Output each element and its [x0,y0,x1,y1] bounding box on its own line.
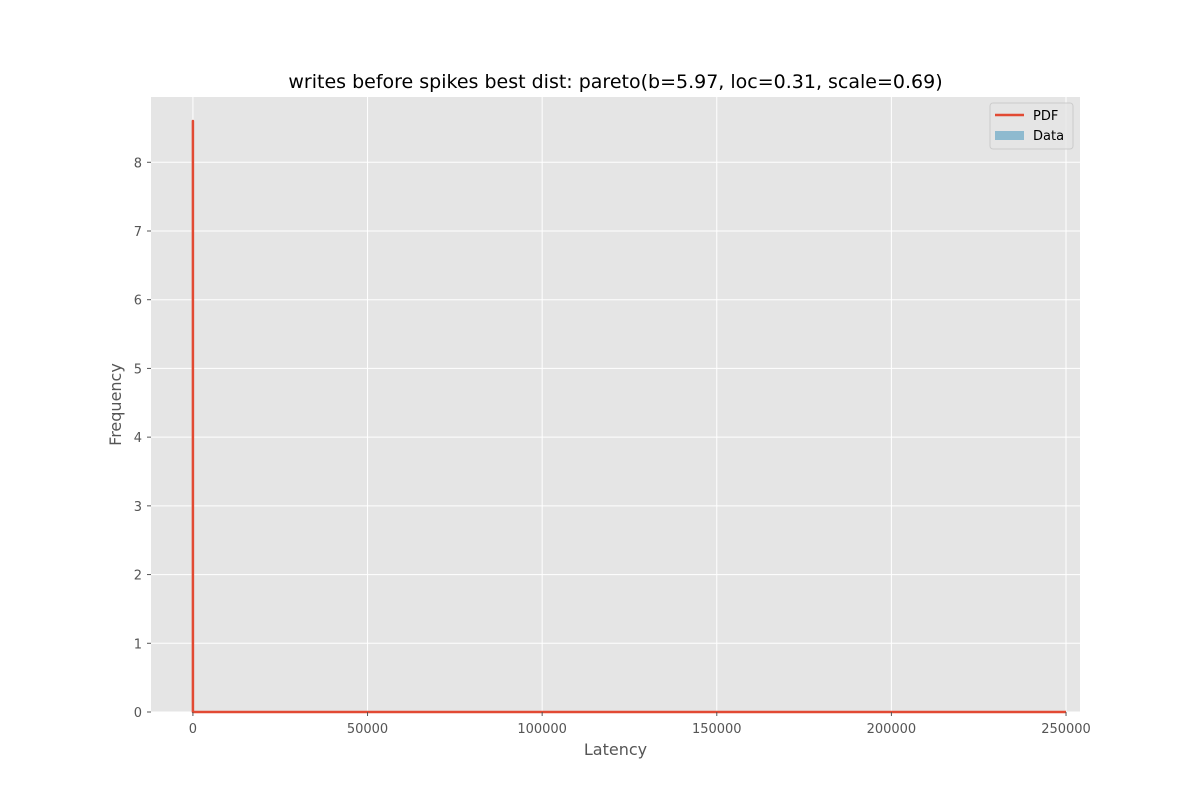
chart-title: writes before spikes best dist: pareto(b… [288,71,942,93]
x-tick-label: 200000 [867,722,917,737]
plot-area [151,97,1080,712]
y-axis-ticks: 0 1 2 3 4 5 6 7 8 [134,156,151,721]
y-tick-label: 3 [134,500,142,515]
y-axis-label: Frequency [106,363,125,446]
x-axis-ticks: 0 50000 100000 150000 200000 250000 [189,712,1091,737]
y-tick-label: 0 [134,706,142,721]
grid [151,97,1080,713]
x-axis-label: Latency [584,740,647,759]
legend-label: Data [1033,129,1064,144]
y-tick-label: 1 [134,637,142,652]
y-tick-label: 7 [134,225,142,240]
legend-label: PDF [1033,109,1058,124]
y-tick-label: 8 [134,156,142,171]
x-tick-label: 100000 [517,722,567,737]
legend-swatch-data [995,131,1024,140]
x-tick-label: 50000 [347,722,388,737]
x-tick-label: 150000 [692,722,742,737]
series-layer [191,119,1067,714]
x-tick-label: 250000 [1041,722,1091,737]
pdf-line [191,119,1067,714]
y-tick-label: 4 [134,431,142,446]
y-tick-label: 5 [134,362,142,377]
y-tick-label: 6 [134,294,142,309]
x-tick-label: 0 [189,722,197,737]
y-tick-label: 2 [134,569,142,584]
legend: PDF Data [989,102,1074,150]
